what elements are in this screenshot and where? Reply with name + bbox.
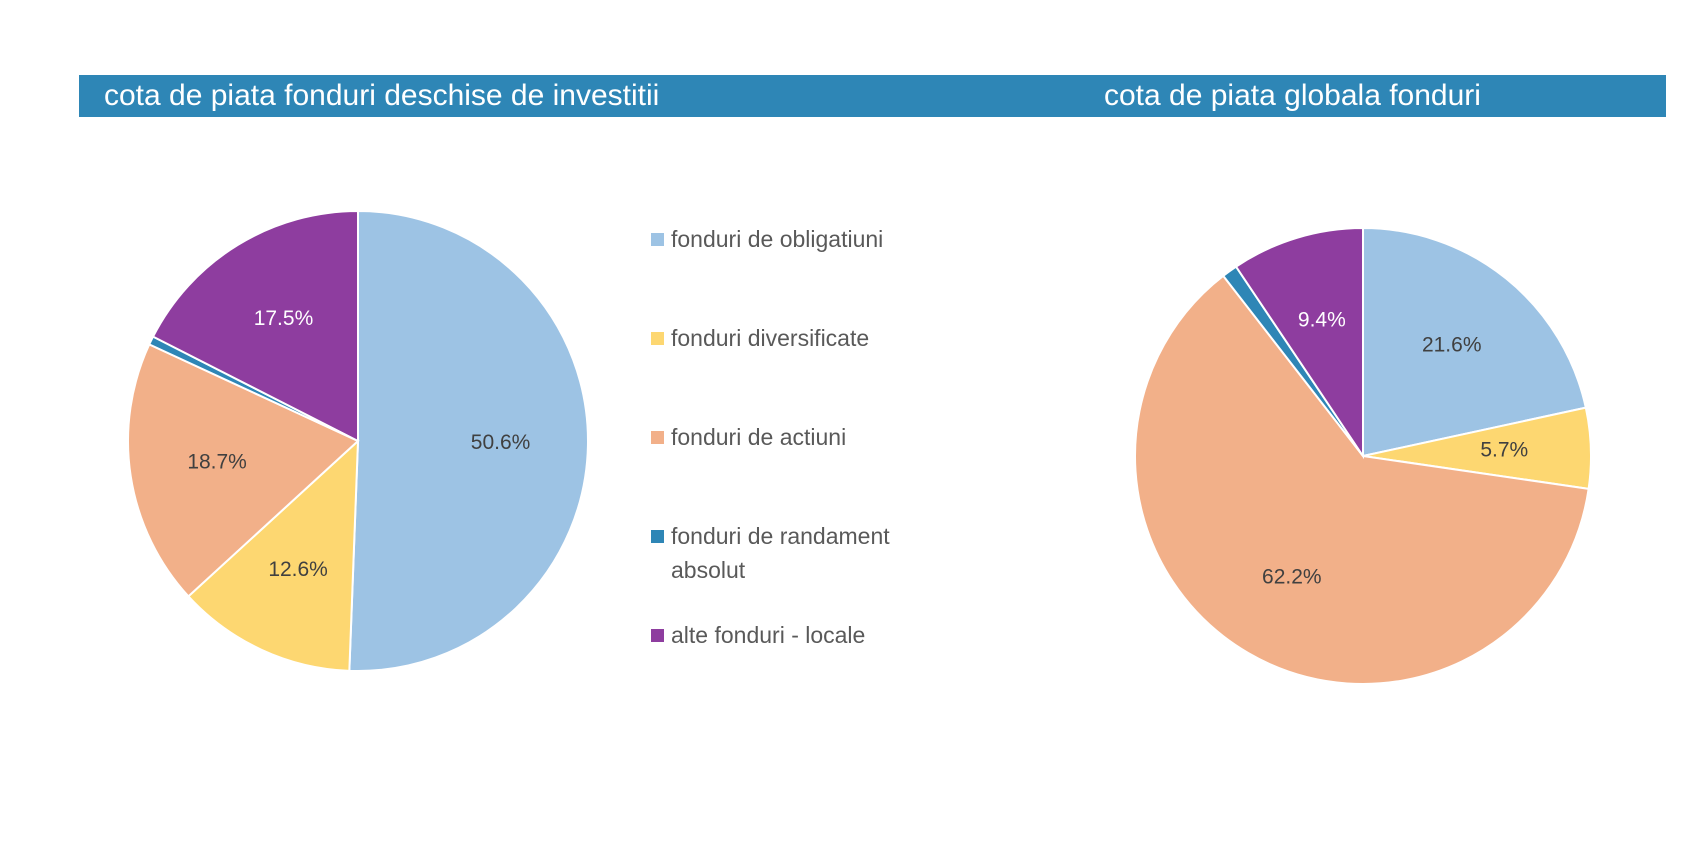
chart-title-global-funds: cota de piata globala fonduri [1104, 79, 1481, 112]
pie-slice-1 [186, 438, 360, 672]
legend-label: fonduri de randament absolut [671, 523, 890, 583]
pie-slice-4 [151, 209, 359, 443]
legend-swatch [651, 332, 664, 345]
legend-label: alte fonduri - locale [671, 622, 866, 648]
title-bar: cota de piata fonduri deschise de invest… [79, 75, 1666, 117]
pie-data-label-2: 18.7% [187, 450, 247, 473]
legend-swatch [651, 233, 664, 246]
legend-swatch [651, 431, 664, 444]
pie-data-label-1: 12.6% [268, 558, 328, 581]
legend-label: fonduri diversificate [671, 325, 870, 351]
pie-slice-0 [348, 209, 589, 672]
chart-title-open-funds: cota de piata fonduri deschise de invest… [104, 79, 660, 112]
pie-data-label-4: 17.5% [254, 307, 314, 330]
pie-data-label-0: 50.6% [471, 431, 531, 454]
legend-label: fonduri de obligatiuni [671, 226, 884, 252]
pie-slice-2 [127, 343, 360, 598]
legend-swatch [651, 530, 664, 543]
legend-label: fonduri de actiuni [671, 424, 847, 450]
legend-swatch [651, 629, 664, 642]
